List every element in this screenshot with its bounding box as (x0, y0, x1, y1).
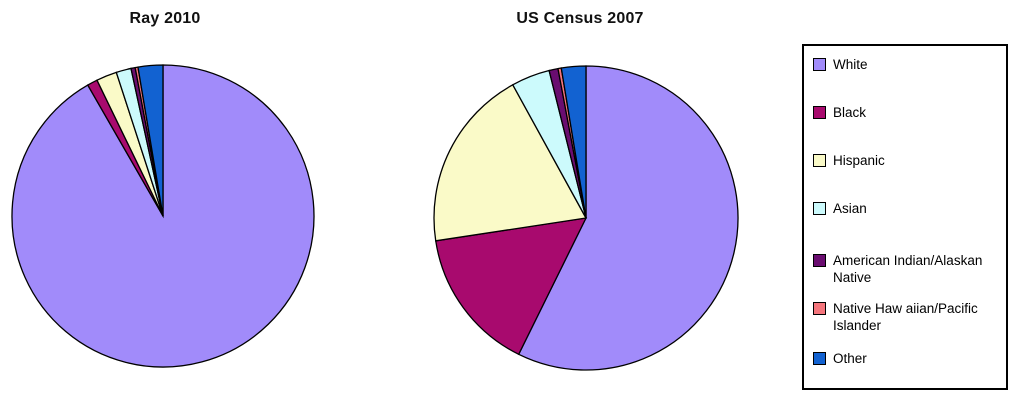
pie-chart-ray-2010 (11, 64, 315, 368)
legend-swatch-american-indian-alaskan-native (813, 254, 826, 267)
legend-item-other: Other (813, 350, 1002, 367)
legend-label-asian: Asian (833, 201, 867, 216)
legend-item-native-hawaiian-pacific-islander: Native Haw aiian/Pacific Islander (813, 300, 1002, 334)
legend-swatch-hispanic (813, 154, 826, 167)
legend-label-other: Other (833, 351, 867, 366)
legend-swatch-other (813, 352, 826, 365)
legend-item-asian: Asian (813, 200, 1002, 217)
legend-swatch-black (813, 106, 826, 119)
legend-label-hispanic: Hispanic (833, 153, 885, 168)
pie-title-ray-2010: Ray 2010 (129, 10, 201, 27)
pie-slice-white (517, 65, 739, 371)
legend-item-white: White (813, 56, 1002, 73)
legend-swatch-white (813, 58, 826, 71)
legend-label-white: White (833, 57, 868, 72)
legend-swatch-native-hawaiian-pacific-islander (813, 302, 826, 315)
legend-label-american-indian-alaskan-native: American Indian/Alaskan Native (833, 253, 983, 285)
legend: White Black Hispanic Asian American Indi… (802, 44, 1008, 390)
pie-slice-black (434, 217, 588, 356)
pie-slice-hispanic (433, 83, 588, 242)
pie-slice-other (560, 65, 587, 219)
legend-item-black: Black (813, 104, 1002, 121)
legend-item-american-indian-alaskan-native: American Indian/Alaskan Native (813, 252, 1002, 286)
legend-swatch-asian (813, 202, 826, 215)
pie-chart-us-census-2007 (433, 65, 739, 371)
pie-slice-other (137, 64, 164, 217)
legend-label-native-hawaiian-pacific-islander: Native Haw aiian/Pacific Islander (833, 301, 978, 333)
legend-label-black: Black (833, 105, 867, 120)
pie-title-us-census-2007: US Census 2007 (516, 10, 644, 27)
legend-item-hispanic: Hispanic (813, 152, 1002, 169)
